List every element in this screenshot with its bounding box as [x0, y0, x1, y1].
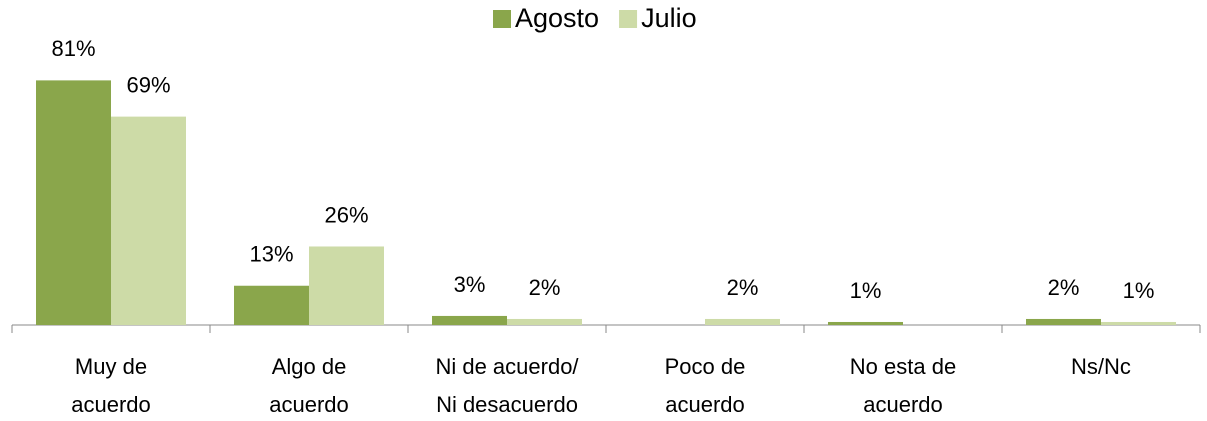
data-label: 26%: [324, 202, 368, 227]
bar: [36, 80, 111, 325]
legend-label: Julio: [641, 3, 697, 33]
x-tick-label: Ni desacuerdo: [436, 392, 578, 417]
x-tick-label: Algo de: [272, 354, 347, 379]
data-label: 2%: [727, 275, 759, 300]
legend-swatch: [619, 10, 638, 28]
data-label: 1%: [1123, 278, 1155, 303]
data-label: 13%: [249, 242, 293, 267]
bar: [111, 116, 186, 326]
x-tick-label: Ns/Nc: [1071, 354, 1131, 379]
bar: [234, 285, 309, 325]
x-tick-label: acuerdo: [863, 392, 943, 417]
x-tick-label: Ni de acuerdo/: [435, 354, 579, 379]
bar: [1101, 321, 1176, 325]
legend-swatch: [493, 10, 511, 28]
data-label: 2%: [1048, 275, 1080, 300]
x-tick-label: acuerdo: [71, 392, 151, 417]
x-tick-label: acuerdo: [269, 392, 349, 417]
data-label: 69%: [126, 72, 170, 97]
x-tick-label: Poco de: [665, 354, 746, 379]
x-tick-label: Muy de: [75, 354, 147, 379]
bar: [705, 318, 780, 325]
bar: [432, 315, 507, 325]
data-label: 81%: [51, 36, 95, 61]
bar: [507, 318, 582, 325]
x-tick-label: acuerdo: [665, 392, 745, 417]
bar: [828, 321, 903, 325]
bar: [1026, 318, 1101, 325]
data-label: 1%: [850, 278, 882, 303]
legend-label: Agosto: [515, 3, 599, 33]
data-label: 2%: [529, 275, 561, 300]
bar: [309, 246, 384, 325]
x-tick-label: No esta de: [850, 354, 956, 379]
data-label: 3%: [454, 272, 486, 297]
